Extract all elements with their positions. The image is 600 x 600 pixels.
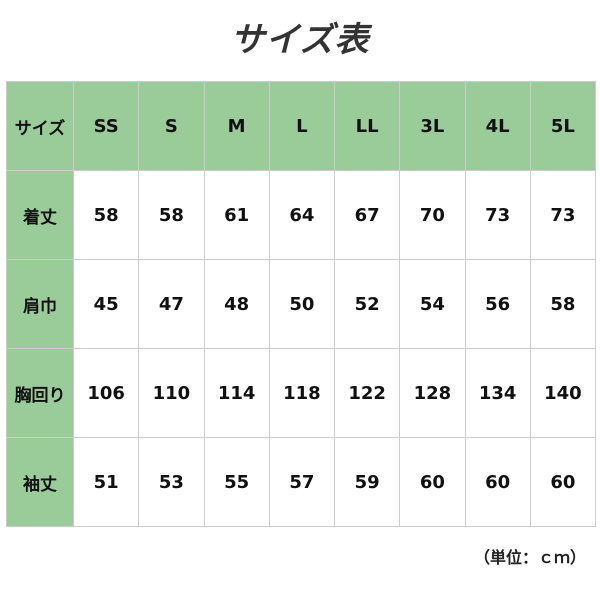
value-cell: 106 bbox=[72, 348, 140, 438]
size-header-cell: L bbox=[268, 81, 336, 171]
value-cell: 56 bbox=[464, 259, 531, 349]
size-header-cell: LL bbox=[333, 81, 401, 171]
row-label-cell: 袖丈 bbox=[6, 437, 74, 527]
size-table: サイズ SS S M L LL 3L 4L 5L 着丈 58 58 61 64 67 70 73 73 肩巾 45 47… bbox=[6, 81, 597, 527]
value-cell: 50 bbox=[268, 259, 336, 349]
size-header-cell: 3L bbox=[399, 81, 466, 171]
size-header-cell: 4L bbox=[464, 81, 531, 171]
size-header-cell: S bbox=[138, 81, 205, 171]
value-cell: 114 bbox=[203, 348, 270, 438]
value-cell: 70 bbox=[399, 170, 466, 260]
table-row: 着丈 58 58 61 64 67 70 73 73 bbox=[6, 170, 597, 260]
value-cell: 61 bbox=[203, 170, 270, 260]
value-cell: 60 bbox=[399, 437, 466, 527]
value-cell: 58 bbox=[138, 170, 205, 260]
value-cell: 128 bbox=[399, 348, 466, 438]
value-cell: 54 bbox=[399, 259, 466, 349]
header-row: サイズ SS S M L LL 3L 4L 5L bbox=[6, 81, 597, 171]
value-cell: 51 bbox=[72, 437, 140, 527]
value-cell: 52 bbox=[333, 259, 401, 349]
size-header-cell: M bbox=[203, 81, 270, 171]
row-label-cell: 肩巾 bbox=[6, 259, 74, 349]
page-title: サイズ表 bbox=[230, 20, 370, 60]
value-cell: 60 bbox=[464, 437, 531, 527]
value-cell: 64 bbox=[268, 170, 336, 260]
value-cell: 73 bbox=[529, 170, 597, 260]
table-row: 袖丈 51 53 55 57 59 60 60 60 bbox=[6, 437, 597, 527]
table-row: 胸回り 106 110 114 118 122 128 134 140 bbox=[6, 348, 597, 438]
value-cell: 58 bbox=[72, 170, 140, 260]
value-cell: 53 bbox=[138, 437, 205, 527]
row-label-cell: 胸回り bbox=[6, 348, 74, 438]
value-cell: 67 bbox=[333, 170, 401, 260]
row-label-cell: 着丈 bbox=[6, 170, 74, 260]
header-label-cell: サイズ bbox=[6, 81, 74, 171]
size-header-cell: SS bbox=[72, 81, 140, 171]
size-header-cell: 5L bbox=[529, 81, 597, 171]
value-cell: 122 bbox=[333, 348, 401, 438]
value-cell: 134 bbox=[464, 348, 531, 438]
value-cell: 73 bbox=[464, 170, 531, 260]
value-cell: 45 bbox=[72, 259, 140, 349]
value-cell: 110 bbox=[138, 348, 205, 438]
table-row: 肩巾 45 47 48 50 52 54 56 58 bbox=[6, 259, 597, 349]
value-cell: 48 bbox=[203, 259, 270, 349]
value-cell: 47 bbox=[138, 259, 205, 349]
value-cell: 60 bbox=[529, 437, 597, 527]
value-cell: 118 bbox=[268, 348, 336, 438]
value-cell: 58 bbox=[529, 259, 597, 349]
value-cell: 59 bbox=[333, 437, 401, 527]
value-cell: 140 bbox=[529, 348, 597, 438]
unit-note: （単位：ｃｍ） bbox=[473, 548, 586, 567]
value-cell: 57 bbox=[268, 437, 336, 527]
value-cell: 55 bbox=[203, 437, 270, 527]
